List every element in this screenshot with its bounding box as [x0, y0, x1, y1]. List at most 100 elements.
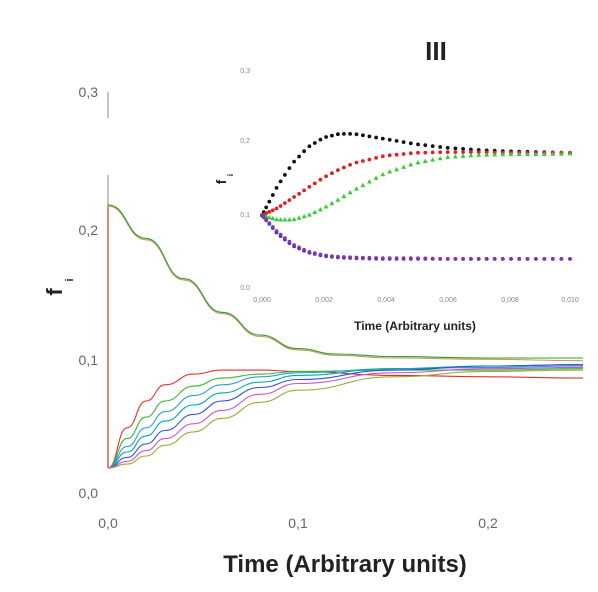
- inset-data-point: [324, 174, 328, 179]
- inset-data-point: [318, 177, 323, 182]
- inset-data-point: [302, 247, 306, 252]
- inset-data-point: [460, 153, 466, 158]
- inset-x-tick-label: 0,010: [561, 297, 579, 304]
- inset-data-point: [361, 159, 365, 163]
- inset-data-point: [453, 257, 458, 261]
- inset-data-point: [292, 159, 296, 164]
- inset-y-axis-title-group: f i: [213, 174, 235, 184]
- inset-data-point: [307, 185, 312, 189]
- inset-data-point: [266, 214, 272, 220]
- inset-data-point: [302, 149, 306, 154]
- inset-data-point: [533, 151, 539, 157]
- inset-data-point: [422, 158, 428, 164]
- inset-data-point: [297, 245, 301, 250]
- inset-data-point: [476, 152, 482, 157]
- inset-data-point: [452, 153, 458, 159]
- inset-data-point: [534, 257, 538, 261]
- main-x-tick-label: 0,1: [288, 515, 308, 531]
- inset-data-point: [342, 132, 346, 136]
- inset-data-point: [408, 162, 414, 167]
- inset-data-point: [291, 216, 297, 222]
- inset-data-point: [401, 164, 407, 169]
- main-series-line: [107, 369, 584, 469]
- inset-data-point: [394, 152, 399, 157]
- inset-data-point: [264, 218, 269, 222]
- inset-data-point: [312, 209, 318, 215]
- inset-data-point: [330, 254, 334, 258]
- inset-data-point: [559, 257, 564, 261]
- inset-series: [259, 150, 573, 222]
- inset-data-point: [408, 256, 413, 261]
- inset-series: [260, 150, 572, 218]
- inset-data-point: [283, 236, 287, 241]
- inset-data-point: [287, 198, 292, 203]
- inset-data-point: [264, 211, 269, 216]
- inset-data-point: [312, 181, 317, 186]
- inset-data-point: [541, 151, 547, 156]
- inset-data-point: [267, 221, 272, 226]
- inset-data-point: [312, 141, 317, 145]
- inset-data-point: [264, 205, 269, 210]
- inset-data-point: [373, 175, 379, 180]
- inset-y-tick-label: 0,3: [240, 68, 250, 75]
- inset-data-point: [274, 216, 279, 222]
- inset-data-point: [270, 208, 275, 213]
- inset-plot: III 0,3 0,2 0,1 0,0 0,000 0,002 0,004 0,…: [213, 36, 579, 333]
- inset-data-point: [324, 135, 328, 139]
- inset-x-tick-label: 0,008: [501, 297, 519, 304]
- inset-data-point: [292, 243, 296, 247]
- inset-panel-label: III: [425, 36, 447, 66]
- inset-data-point: [415, 160, 421, 165]
- main-y-axis-title-group: f i: [42, 278, 76, 295]
- main-y-tick-labels: 0,3 0,2 0,1 0,0: [79, 84, 99, 501]
- inset-data-point: [342, 165, 346, 170]
- inset-data-point: [430, 150, 435, 155]
- inset-data-point: [335, 197, 341, 202]
- inset-data-point: [323, 204, 329, 209]
- inset-data-point: [278, 217, 283, 222]
- inset-data-point: [354, 186, 359, 191]
- inset-data-point: [317, 206, 323, 212]
- main-series-line: [107, 364, 584, 469]
- inset-series: [260, 132, 572, 218]
- inset-data-point: [438, 256, 443, 261]
- inset-data-point: [361, 133, 365, 138]
- inset-data-point: [401, 256, 406, 261]
- inset-data-point: [380, 136, 385, 141]
- main-y-tick-label: 0,3: [79, 84, 99, 100]
- inset-data-point: [287, 217, 292, 222]
- inset-data-point: [267, 210, 272, 214]
- inset-data-point: [306, 212, 312, 217]
- inset-data-point: [360, 182, 366, 188]
- inset-data-point: [461, 147, 465, 151]
- inset-data-point: [348, 132, 352, 136]
- inset-data-point: [318, 137, 323, 142]
- inset-data-point: [500, 151, 506, 157]
- inset-data-point: [367, 179, 372, 184]
- inset-data-point: [274, 186, 279, 190]
- inset-data-point: [342, 255, 346, 259]
- inset-data-point: [423, 256, 428, 261]
- inset-data-point: [278, 179, 283, 184]
- inset-data-point: [453, 146, 458, 151]
- inset-data-point: [380, 154, 385, 159]
- inset-data-point: [461, 150, 465, 155]
- inset-data-point: [270, 225, 275, 229]
- inset-data-point: [525, 151, 530, 157]
- inset-data-point: [500, 257, 505, 261]
- inset-data-point: [516, 151, 522, 157]
- inset-data-point: [430, 144, 435, 149]
- inset-data-point: [283, 173, 287, 177]
- inset-data-point: [270, 193, 275, 197]
- main-y-axis-title-subscript: i: [64, 278, 76, 281]
- main-series-line: [107, 204, 583, 359]
- inset-data-point: [525, 257, 530, 261]
- inset-data-point: [416, 150, 420, 155]
- inset-data-point: [283, 201, 287, 206]
- inset-y-axis-title-subscript: i: [226, 174, 235, 176]
- inset-x-tick-labels: 0,000 0,002 0,004 0,006 0,008 0,010: [253, 297, 579, 304]
- inset-data-point: [278, 204, 283, 208]
- inset-data-point: [380, 171, 386, 177]
- inset-data-point: [423, 143, 428, 148]
